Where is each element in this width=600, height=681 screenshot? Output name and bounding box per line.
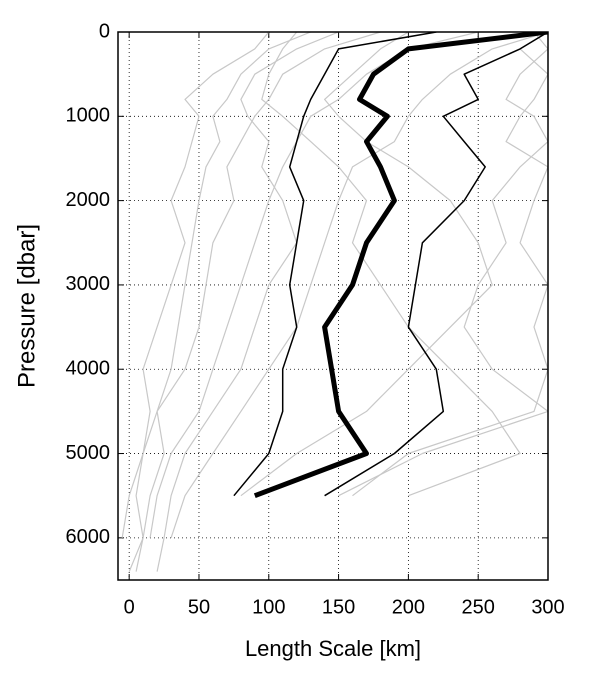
x-tick-label: 0 xyxy=(124,596,135,618)
profile-line xyxy=(253,32,548,499)
y-tick-label: 1000 xyxy=(66,105,111,127)
profile-line xyxy=(338,32,548,497)
profile-line xyxy=(121,32,270,538)
profile-line xyxy=(170,32,548,538)
x-tick-label: 50 xyxy=(188,596,210,618)
profile-line xyxy=(128,32,311,572)
x-axis-label: Length Scale [km] xyxy=(245,636,421,661)
y-tick-label: 6000 xyxy=(66,526,111,548)
y-tick-label: 4000 xyxy=(66,358,111,380)
profile-line xyxy=(352,32,548,497)
y-tick-label: 0 xyxy=(99,20,110,42)
plot-frame xyxy=(117,31,549,581)
x-tick-label: 200 xyxy=(392,596,425,618)
profile-line xyxy=(149,32,479,538)
x-tick-label: 150 xyxy=(322,596,355,618)
x-tick-label: 100 xyxy=(252,596,285,618)
profile-line xyxy=(233,32,437,497)
y-tick-label: 2000 xyxy=(66,189,111,211)
profile-line xyxy=(135,32,381,572)
profile-line xyxy=(261,32,521,497)
profile-line xyxy=(240,32,493,497)
y-axis-label: Pressure [dbar] xyxy=(13,224,40,388)
profile-line xyxy=(324,32,548,497)
y-tick-label: 5000 xyxy=(66,442,111,464)
x-tick-label: 300 xyxy=(531,596,564,618)
y-tick-label: 3000 xyxy=(66,273,111,295)
x-tick-label: 250 xyxy=(462,596,495,618)
